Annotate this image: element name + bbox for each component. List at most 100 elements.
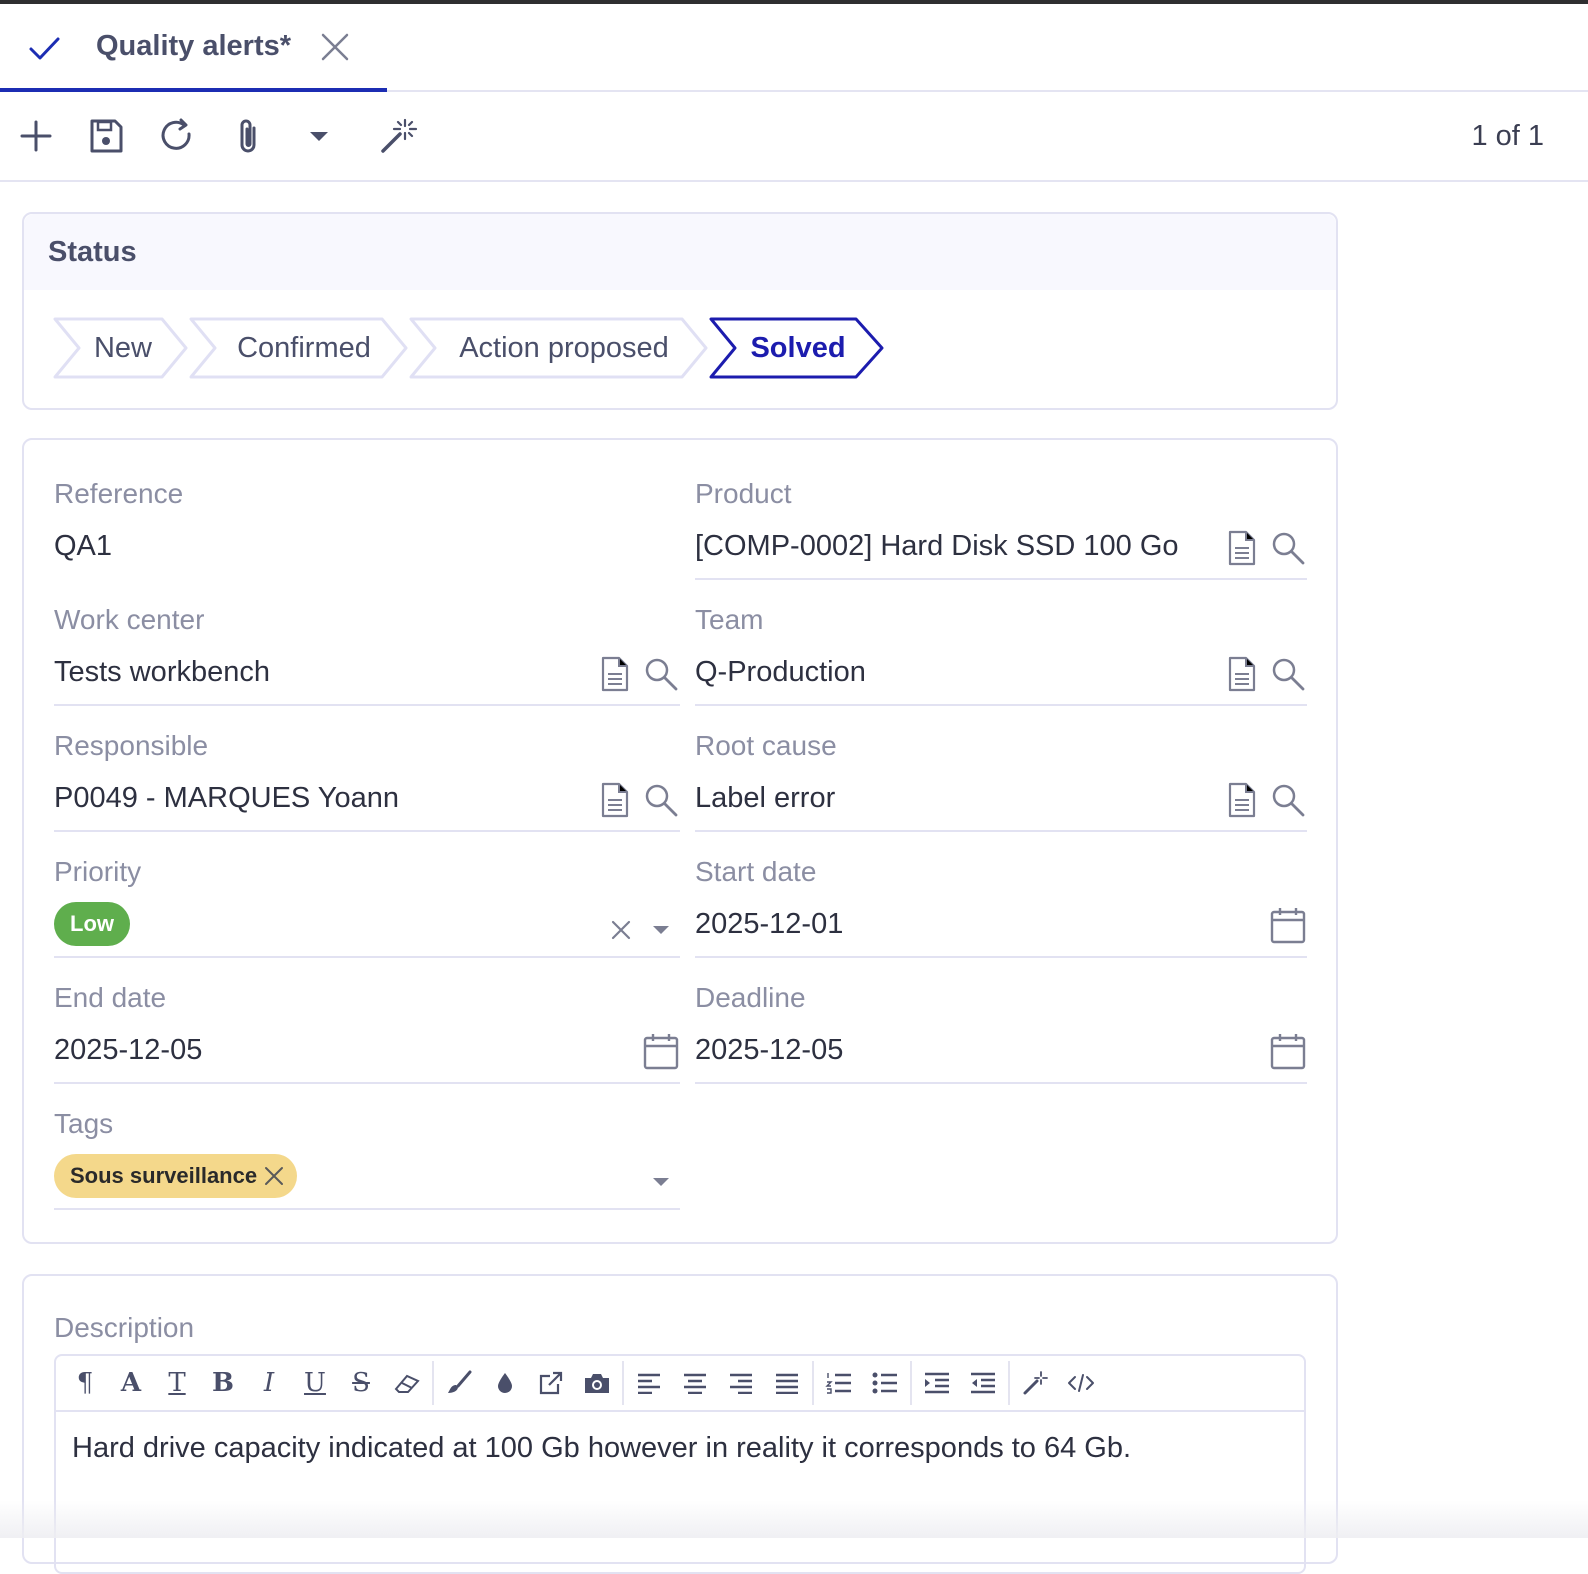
magic-icon[interactable] bbox=[1012, 1361, 1058, 1405]
calendar-icon[interactable] bbox=[1269, 1032, 1307, 1072]
status-title: Status bbox=[48, 236, 137, 268]
search-icon[interactable] bbox=[1269, 528, 1307, 568]
description-editor: ¶ A T B I U S H bbox=[54, 1354, 1306, 1574]
responsible-label: Responsible bbox=[54, 730, 209, 761]
document-icon[interactable] bbox=[596, 780, 634, 820]
team-input[interactable]: Q-Production bbox=[695, 648, 1307, 706]
priority-label: Priority bbox=[54, 856, 142, 887]
responsible-input[interactable]: P0049 - MARQUES Yoann bbox=[54, 774, 680, 832]
align-justify-icon[interactable] bbox=[764, 1361, 810, 1405]
tags-select[interactable]: Sous surveillance bbox=[54, 1152, 680, 1210]
document-icon[interactable] bbox=[1223, 528, 1261, 568]
tag-chip-label: Sous surveillance bbox=[70, 1163, 258, 1188]
calendar-icon[interactable] bbox=[642, 1032, 680, 1072]
status-step-label: New bbox=[93, 332, 152, 364]
underline-icon[interactable]: U bbox=[304, 1368, 326, 1398]
window-top-border bbox=[0, 0, 1588, 4]
deadline-label: Deadline bbox=[695, 982, 806, 1013]
eraser-icon[interactable] bbox=[384, 1361, 430, 1405]
work-center-value: Tests workbench bbox=[54, 656, 270, 688]
remove-tag-icon[interactable] bbox=[263, 1165, 285, 1187]
color-drop-icon[interactable] bbox=[482, 1361, 528, 1405]
new-record-button[interactable] bbox=[14, 114, 58, 158]
tab-title: Quality alerts* bbox=[96, 30, 292, 62]
refresh-button[interactable] bbox=[155, 114, 199, 158]
tab-bar: Quality alerts* bbox=[0, 4, 1588, 92]
link-icon[interactable] bbox=[528, 1361, 574, 1405]
toolbar-separator bbox=[910, 1361, 912, 1405]
paragraph-icon[interactable]: ¶ bbox=[76, 1368, 94, 1398]
status-stepper: New Confirmed Action proposed Solved bbox=[52, 316, 952, 380]
italic-icon[interactable]: I bbox=[263, 1368, 275, 1398]
end-date-input[interactable]: 2025-12-05 bbox=[54, 1026, 680, 1084]
start-date-label: Start date bbox=[695, 856, 817, 887]
document-icon[interactable] bbox=[596, 654, 634, 694]
ordered-list-icon[interactable] bbox=[816, 1361, 862, 1405]
deadline-input[interactable]: 2025-12-05 bbox=[695, 1026, 1307, 1084]
start-date-input[interactable]: 2025-12-01 bbox=[695, 900, 1307, 958]
team-label: Team bbox=[695, 604, 764, 635]
description-content[interactable]: Hard drive capacity indicated at 100 Gb … bbox=[72, 1432, 1132, 1464]
calendar-icon[interactable] bbox=[1269, 906, 1307, 946]
font-icon[interactable]: A bbox=[120, 1368, 142, 1398]
end-date-label: End date bbox=[54, 982, 167, 1013]
status-panel: Status New Confirmed Action proposed Sol… bbox=[22, 212, 1338, 410]
indent-icon[interactable] bbox=[914, 1361, 960, 1405]
search-icon[interactable] bbox=[1269, 780, 1307, 820]
reference-label: Reference bbox=[54, 478, 184, 509]
refresh-icon bbox=[161, 118, 191, 150]
save-button[interactable] bbox=[84, 114, 128, 158]
more-actions-dropdown[interactable] bbox=[297, 114, 341, 158]
priority-badge: Low bbox=[54, 902, 130, 946]
strikethrough-icon[interactable]: S bbox=[352, 1368, 370, 1398]
priority-select[interactable]: Low bbox=[54, 900, 680, 958]
code-icon[interactable] bbox=[1058, 1361, 1104, 1405]
align-right-icon[interactable] bbox=[718, 1361, 764, 1405]
caret-down-icon[interactable] bbox=[642, 1162, 680, 1202]
reference-value: QA1 bbox=[54, 530, 113, 562]
tags-label: Tags bbox=[54, 1108, 114, 1139]
description-label: Description bbox=[54, 1312, 195, 1343]
responsible-value: P0049 - MARQUES Yoann bbox=[54, 782, 399, 814]
bold-icon[interactable]: B bbox=[212, 1368, 234, 1398]
magic-wand-icon bbox=[381, 118, 418, 153]
product-input[interactable]: [COMP-0002] Hard Disk SSD 100 Go bbox=[695, 522, 1307, 580]
outdent-icon[interactable] bbox=[960, 1361, 1006, 1405]
align-center-icon[interactable] bbox=[672, 1361, 718, 1405]
document-icon[interactable] bbox=[1223, 654, 1261, 694]
toolbar-separator bbox=[812, 1361, 814, 1405]
tab-quality-alerts[interactable]: Quality alerts* bbox=[0, 4, 387, 92]
alert-fields-panel: Reference QA1 Product [COMP-0002] Hard D… bbox=[22, 438, 1338, 1244]
toolbar-separator bbox=[1008, 1361, 1010, 1405]
caret-down-icon[interactable] bbox=[642, 910, 680, 950]
root-cause-value: Label error bbox=[695, 782, 836, 814]
root-cause-input[interactable]: Label error bbox=[695, 774, 1307, 832]
record-pager: 1 of 1 bbox=[1471, 120, 1544, 152]
align-left-icon[interactable] bbox=[626, 1361, 672, 1405]
tag-chip: Sous surveillance bbox=[54, 1154, 298, 1198]
team-value: Q-Production bbox=[695, 656, 866, 688]
form-toolbar: 1 of 1 bbox=[0, 92, 1588, 182]
attachment-button[interactable] bbox=[226, 114, 270, 158]
deadline-value: 2025-12-05 bbox=[695, 1034, 844, 1066]
brush-icon[interactable] bbox=[436, 1361, 482, 1405]
reference-input[interactable]: QA1 bbox=[54, 522, 680, 580]
work-center-input[interactable]: Tests workbench bbox=[54, 648, 680, 706]
status-step-label: Solved bbox=[750, 332, 846, 364]
status-step-label: Action proposed bbox=[459, 332, 669, 364]
search-icon[interactable] bbox=[642, 654, 680, 694]
clear-icon[interactable] bbox=[602, 910, 640, 950]
toolbar-separator bbox=[622, 1361, 624, 1405]
editor-toolbar: ¶ A T B I U S bbox=[56, 1356, 1304, 1412]
camera-icon[interactable] bbox=[574, 1361, 620, 1405]
unordered-list-icon[interactable] bbox=[862, 1361, 908, 1405]
close-icon[interactable] bbox=[318, 30, 352, 64]
clear-format-icon[interactable]: T bbox=[168, 1368, 186, 1398]
root-cause-label: Root cause bbox=[695, 730, 837, 761]
caret-down-icon bbox=[310, 132, 328, 141]
magic-wand-button[interactable] bbox=[376, 114, 420, 158]
search-icon[interactable] bbox=[642, 780, 680, 820]
document-icon[interactable] bbox=[1223, 780, 1261, 820]
search-icon[interactable] bbox=[1269, 654, 1307, 694]
check-icon bbox=[29, 37, 60, 60]
